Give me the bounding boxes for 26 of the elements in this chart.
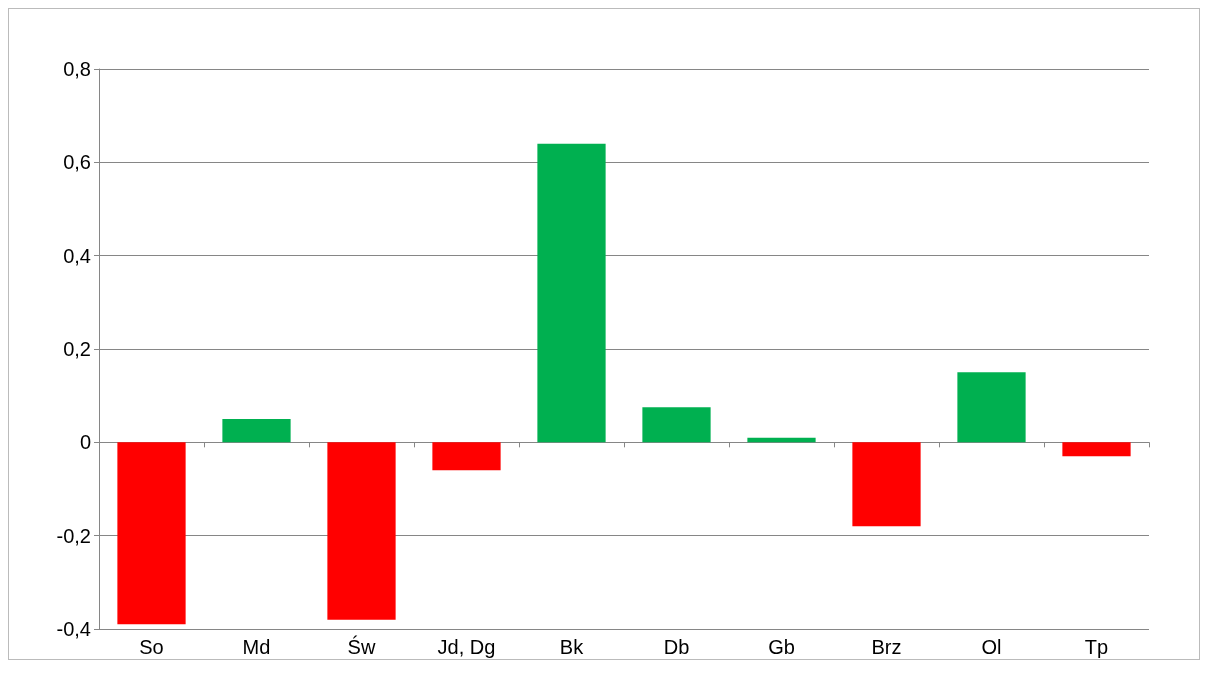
y-tick-label: -0,4 bbox=[56, 618, 91, 640]
y-tick-label: 0,2 bbox=[63, 338, 91, 360]
x-tick-label: So bbox=[139, 636, 164, 658]
x-tick-label: Jd, Dg bbox=[437, 636, 496, 658]
x-tick-label: Tp bbox=[1084, 636, 1109, 658]
bar bbox=[537, 143, 606, 443]
bar bbox=[852, 442, 921, 527]
x-tick-label: Db bbox=[663, 636, 690, 658]
y-tick-label: 0,4 bbox=[63, 244, 91, 267]
x-tick-label: Md bbox=[242, 636, 271, 658]
x-tick-label: Św bbox=[347, 635, 376, 658]
x-tick-label: Bk bbox=[559, 636, 585, 658]
bar bbox=[432, 442, 501, 471]
bar bbox=[1062, 442, 1131, 457]
bar bbox=[642, 407, 711, 443]
y-tick-label: -0,2 bbox=[56, 524, 91, 547]
x-tick-label: Brz bbox=[871, 636, 902, 658]
x-tick-label: Ol bbox=[981, 636, 1002, 658]
y-tick-label: 0 bbox=[79, 431, 91, 454]
bar bbox=[117, 442, 186, 625]
x-tick-label: Gb bbox=[768, 636, 795, 658]
y-tick-label: 0,8 bbox=[63, 58, 91, 80]
bar bbox=[957, 372, 1026, 443]
y-tick-label: 0,6 bbox=[63, 151, 91, 174]
bar bbox=[222, 419, 291, 443]
bar bbox=[327, 442, 396, 620]
